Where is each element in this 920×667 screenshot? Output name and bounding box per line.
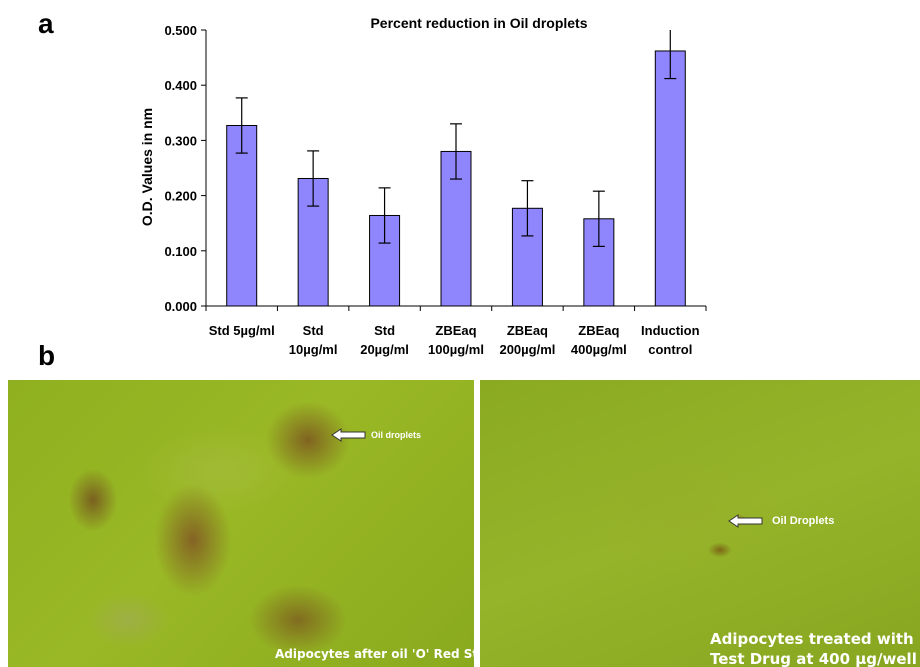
panel-label-a: a <box>38 8 54 39</box>
micrograph-right: Oil Droplets Adipocytes treated with Tes… <box>480 380 920 667</box>
micrograph-left-caption: Adipocytes after oil 'O' Red Stain <box>275 647 474 661</box>
x-tick-label: 10µg/ml <box>289 342 338 357</box>
y-tick-label: 0.100 <box>164 244 197 259</box>
arrow-left-icon <box>331 428 366 442</box>
x-tick-label: Std 5µg/ml <box>209 323 275 338</box>
oil-droplets-label-left: Oil droplets <box>371 430 422 440</box>
x-tick-label: 100µg/ml <box>428 342 484 357</box>
y-tick-label: 0.400 <box>164 78 197 93</box>
bar-chart: Percent reduction in Oil droplets O.D. V… <box>139 15 707 357</box>
micrograph-right-caption-line2: Test Drug at 400 µg/well <box>710 650 917 667</box>
bar <box>654 50 686 307</box>
y-tick-label: 0.200 <box>164 189 197 204</box>
x-tick-label: Std <box>303 323 324 338</box>
oil-droplets-pointer-right: Oil Droplets <box>728 514 834 528</box>
x-tick-label: 20µg/ml <box>360 342 409 357</box>
y-tick-label: 0.500 <box>164 23 197 38</box>
x-tick-label: ZBEaq <box>578 323 619 338</box>
x-tick-label: ZBEaq <box>507 323 548 338</box>
y-tick-label: 0.300 <box>164 133 197 148</box>
x-tick-label: ZBEaq <box>435 323 476 338</box>
y-tick-label: 0.000 <box>164 299 197 314</box>
micrograph-right-caption-line1: Adipocytes treated with <box>710 630 914 648</box>
x-tick-label: Induction <box>641 323 700 338</box>
x-tick-label: Std <box>374 323 395 338</box>
x-tick-label: 400µg/ml <box>571 342 627 357</box>
panel-label-b: b <box>38 340 56 371</box>
y-axis-label: O.D. Values in nm <box>139 108 155 226</box>
x-tick-label: 200µg/ml <box>499 342 555 357</box>
oil-droplets-label-right: Oil Droplets <box>772 515 835 527</box>
bar <box>226 124 258 307</box>
arrow-left-icon <box>728 514 763 528</box>
x-tick-label: control <box>648 342 692 357</box>
micrograph-left: Oil droplets Adipocytes after oil 'O' Re… <box>8 380 474 667</box>
oil-droplets-pointer-left: Oil droplets <box>331 428 421 442</box>
chart-title: Percent reduction in Oil droplets <box>370 15 587 31</box>
